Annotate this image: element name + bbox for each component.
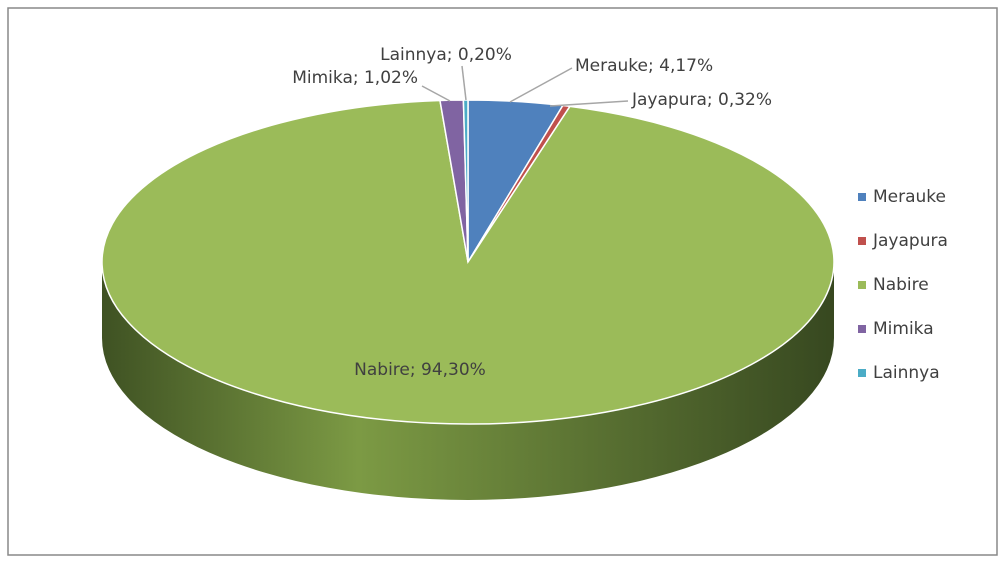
legend-swatch (858, 193, 866, 201)
legend-swatch (858, 325, 866, 333)
data-label: Jayapura; 0,32% (631, 90, 772, 110)
slice-side (102, 262, 834, 500)
leader-line (461, 65, 467, 101)
slice (101, 99, 835, 425)
data-label: Lainnya; 0,20% (380, 45, 512, 65)
legend-label: Merauke (873, 187, 946, 207)
data-label: Mimika; 1,02% (292, 68, 418, 88)
data-label: Merauke; 4,17% (575, 56, 713, 76)
leader-line (421, 85, 451, 102)
legend-label: Lainnya (873, 363, 940, 383)
legend-label: Nabire (873, 275, 929, 295)
legend-label: Mimika (873, 319, 934, 339)
leader-line (509, 67, 573, 103)
data-label: Nabire; 94,30% (354, 360, 486, 380)
legend-swatch (858, 369, 866, 377)
legend-swatch (858, 281, 866, 289)
legend-label: Jayapura (872, 231, 948, 251)
leader-line (549, 100, 629, 107)
legend-swatch (858, 237, 866, 245)
